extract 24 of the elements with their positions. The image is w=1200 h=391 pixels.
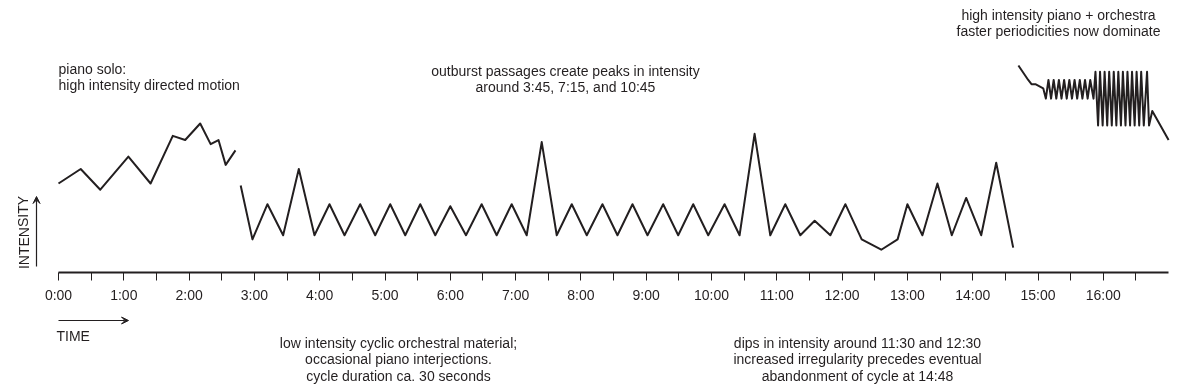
x-axis-title: TIME <box>56 327 90 344</box>
x-tick-label: 0:00 <box>44 286 73 303</box>
x-tick-label: 5:00 <box>371 286 399 303</box>
x-tick-label: 9:00 <box>632 286 661 303</box>
x-tick-label: 13:00 <box>889 286 926 303</box>
x-tick-label: 14:00 <box>955 286 991 303</box>
y-axis-title: INTENSITY <box>15 195 32 270</box>
text: high intensity piano + orchestra faster periodicities now dominate <box>956 6 1161 40</box>
x-tick-label: 7:00 <box>501 286 530 303</box>
text: low intensity cyclic orchestral material; occasional piano interjections. cycle duration ca. 30 seconds <box>279 334 518 385</box>
x-tick-label: 1:00 <box>110 286 138 303</box>
x-tick-label: 2:00 <box>175 286 203 303</box>
x-tick-label: 4:00 <box>306 286 334 303</box>
annotation: outburst passages create peaks in intensity around 3:45, 7:15, and 10:45 <box>431 62 700 96</box>
x-tick-label: 3:00 <box>240 286 269 303</box>
x-tick-label: 12:00 <box>824 286 860 303</box>
text: dips in intensity around 11:30 and 12:30 increased irregularity precedes eventual abandonment of cycle at 14:48 <box>733 334 982 385</box>
x-tick-label: 11:00 <box>759 286 795 303</box>
x-tick-label: 16:00 <box>1085 286 1122 303</box>
annotation: piano solo: high intensity directed motion <box>58 60 240 94</box>
x-tick-label: 8:00 <box>567 286 595 303</box>
x-tick-label: 15:00 <box>1020 286 1056 303</box>
x-tick-label: 6:00 <box>436 286 465 303</box>
x-tick-label: 10:00 <box>693 286 730 303</box>
